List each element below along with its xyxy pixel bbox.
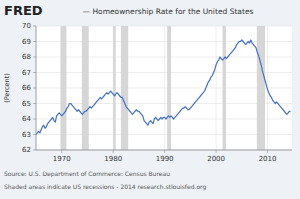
x-grid-line [216, 26, 217, 150]
series-line [36, 40, 291, 135]
y-tick-label: 64 [22, 115, 31, 123]
y-tick [33, 150, 36, 151]
y-tick-label: 68 [22, 53, 31, 61]
y-tick [33, 41, 36, 42]
y-grid-line [36, 88, 292, 89]
x-tick [113, 150, 114, 153]
y-tick [33, 103, 36, 104]
grid [36, 26, 292, 150]
recession-band [121, 26, 128, 150]
y-tick-label: 66 [22, 84, 31, 92]
y-tick-label: 67 [22, 69, 31, 77]
recession-band [60, 26, 66, 150]
y-tick-label: 65 [22, 100, 31, 108]
x-tick [267, 150, 268, 153]
x-grid-line [164, 26, 165, 150]
x-tick [61, 150, 62, 153]
y-grid-line [36, 26, 292, 27]
x-tick [216, 150, 217, 153]
y-tick [33, 119, 36, 120]
title: — Homeownership Rate for the United Stat… [83, 7, 254, 16]
y-tick-label: 70 [22, 22, 31, 30]
recession-band [113, 26, 116, 150]
plot-area [36, 26, 292, 150]
y-tick [33, 72, 36, 73]
y-tick [33, 57, 36, 58]
y-grid-line [36, 134, 292, 135]
source-text: Source: U.S. Department of Commerce: Cen… [4, 170, 170, 178]
y-tick-label: 62 [22, 146, 31, 154]
plot-marks [36, 26, 291, 150]
y-tick [33, 134, 36, 135]
y-grid-line [36, 119, 292, 120]
y-tick-label: 63 [22, 131, 31, 139]
recession-band [223, 26, 226, 150]
y-grid-line [36, 103, 292, 104]
chart: 62 63 64 65 66 67 68 69 70 1970 1980 1990 2000 2010 (P… [0, 0, 300, 199]
y-grid-line [36, 72, 292, 73]
x-tick-label: 2000 [207, 155, 225, 163]
y-tick [33, 88, 36, 89]
y-grid-line [36, 150, 292, 151]
y-tick [33, 26, 36, 27]
x-tick-label: 1990 [156, 155, 174, 163]
y-axis-label: (Percent) [3, 73, 11, 103]
y-grid-line [36, 41, 292, 42]
x-axis-line [36, 150, 292, 151]
x-tick-label: 1970 [53, 155, 71, 163]
x-tick-label: 1980 [104, 155, 122, 163]
x-tick-label: 2010 [259, 155, 277, 163]
recession-band [82, 26, 89, 150]
recession-band [167, 26, 171, 150]
x-tick [164, 150, 165, 153]
footnote-text: Shaded areas indicate US recessions - 20… [4, 183, 206, 191]
y-grid-line [36, 57, 292, 58]
recession-band [257, 26, 265, 150]
logo-text: FRED [4, 3, 43, 18]
y-tick-label: 69 [22, 38, 31, 46]
